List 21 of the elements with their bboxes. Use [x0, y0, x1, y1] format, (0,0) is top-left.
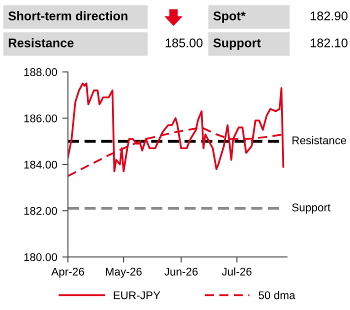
text: Resistance — [8, 38, 74, 48]
y-tick-label: 184.00 — [24, 160, 58, 169]
ref-line-label: Support — [292, 204, 330, 214]
x-tick-label: May-26 — [106, 268, 142, 278]
y-tick-label: 188.00 — [24, 68, 58, 76]
text: 182.10 — [310, 38, 348, 48]
text: Support — [213, 38, 261, 50]
text: 185.00 — [166, 38, 203, 48]
legend-label: 50 dma — [258, 291, 296, 300]
x-tick-label: Jul-26 — [222, 267, 252, 276]
y-tick-label: 186.00 — [24, 114, 58, 122]
legend-label: EUR-JPY — [114, 291, 160, 300]
text: Short-term direction — [8, 11, 128, 20]
x-tick-label: Apr-26 — [51, 268, 84, 278]
text: 182.90 — [310, 12, 348, 20]
text: Spot* — [213, 12, 246, 23]
y-tick-label: 182.00 — [24, 206, 58, 215]
line-series — [68, 82, 284, 172]
x-tick-label: Jun-26 — [164, 268, 198, 276]
ref-line-label: Resistance — [292, 136, 346, 144]
y-tick-label: 180.00 — [24, 253, 58, 262]
